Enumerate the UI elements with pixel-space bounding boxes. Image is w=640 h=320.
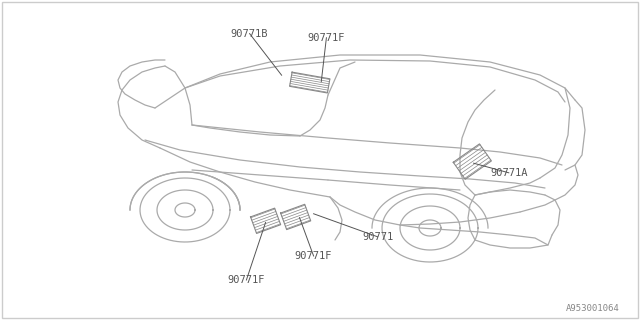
Text: 90771F: 90771F	[295, 251, 332, 261]
Text: 90771F: 90771F	[308, 33, 345, 43]
Text: 90771A: 90771A	[490, 168, 527, 178]
Text: 90771B: 90771B	[231, 28, 268, 39]
Text: 90771F: 90771F	[228, 275, 265, 285]
Text: A953001064: A953001064	[566, 304, 620, 313]
Text: 90771: 90771	[362, 232, 393, 242]
